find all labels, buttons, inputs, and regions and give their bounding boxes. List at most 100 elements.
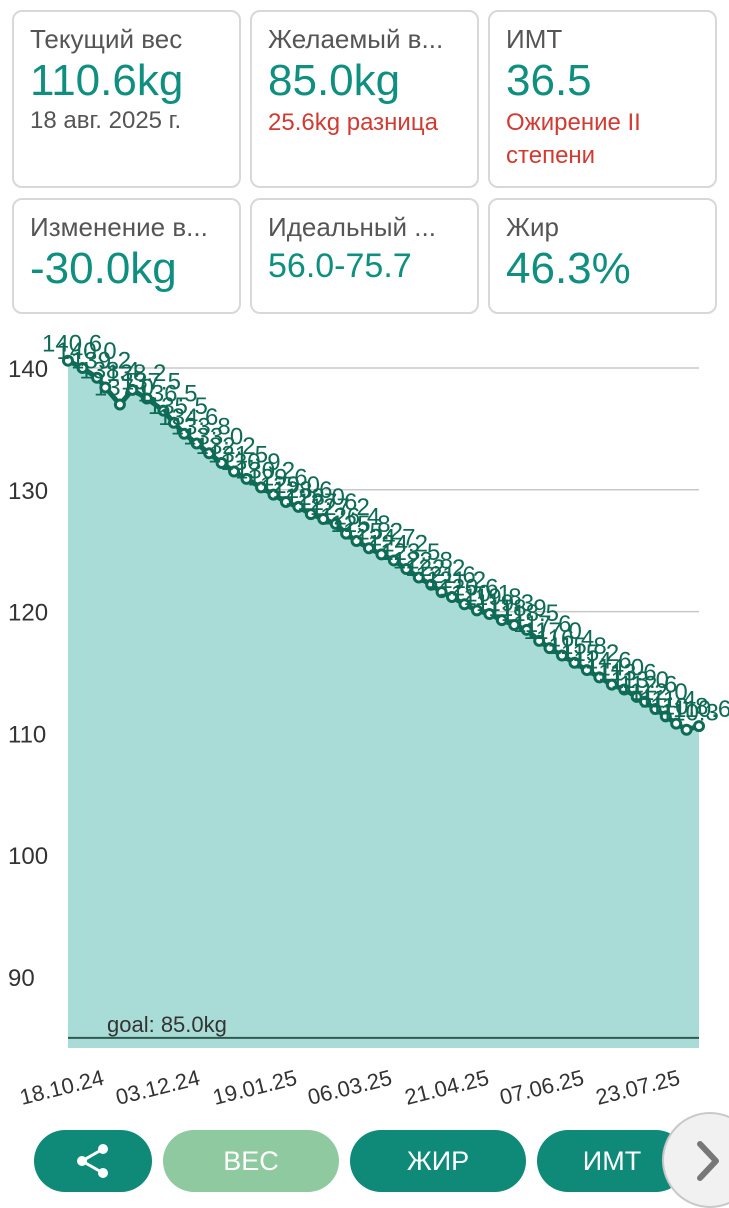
data-point[interactable] — [62, 354, 74, 367]
data-point[interactable] — [329, 517, 342, 530]
data-point[interactable] — [425, 578, 438, 591]
data-point[interactable] — [267, 488, 280, 501]
data-point[interactable] — [126, 383, 139, 396]
data-point[interactable] — [178, 427, 191, 440]
data-point[interactable] — [91, 371, 104, 384]
data-point[interactable] — [362, 542, 375, 555]
data-point[interactable] — [520, 623, 533, 636]
data-point[interactable] — [203, 447, 216, 460]
data-label: 116.4 — [536, 625, 594, 652]
data-point[interactable] — [568, 656, 581, 669]
data-point[interactable] — [445, 590, 458, 603]
target-weight-card[interactable]: Желаемый в... 85.0kg 25.6kg разница — [250, 10, 479, 188]
bmi-tab-label: ИМТ — [582, 1145, 642, 1176]
data-label: 129.0 — [260, 472, 320, 499]
card-value: -30.0kg — [30, 244, 177, 293]
data-point[interactable] — [508, 618, 521, 631]
data-point[interactable] — [190, 437, 203, 450]
data-point[interactable] — [228, 465, 241, 478]
data-point[interactable] — [157, 404, 170, 417]
card-value: 56.0-75.7 — [268, 247, 412, 285]
data-point[interactable] — [458, 598, 471, 611]
data-point[interactable] — [495, 614, 508, 627]
x-tick-label: 23.07.25 — [593, 1065, 682, 1110]
data-point[interactable] — [483, 608, 496, 621]
chevron-right-icon — [697, 1141, 719, 1181]
data-point[interactable] — [659, 710, 672, 723]
weight-tab-button[interactable]: ВЕС — [163, 1130, 339, 1192]
data-point[interactable] — [167, 416, 180, 429]
data-label: 130.9 — [221, 449, 281, 476]
data-point[interactable] — [639, 695, 652, 708]
data-label: 119.8 — [463, 584, 521, 611]
y-tick-label: 140 — [8, 356, 48, 383]
weight-change-card[interactable]: Изменение в... -30.0kg — [12, 198, 241, 314]
data-label: 114.0 — [586, 655, 644, 682]
card-label: Жир — [506, 212, 559, 242]
data-label: 137.5 — [121, 368, 181, 395]
data-point[interactable] — [375, 548, 388, 561]
data-point[interactable] — [680, 723, 693, 736]
card-label: ИМТ — [506, 24, 563, 54]
data-label: 126.4 — [320, 504, 380, 531]
data-label: 138.4 — [79, 357, 139, 384]
data-point[interactable] — [317, 513, 330, 526]
data-point[interactable] — [543, 642, 556, 655]
ideal-weight-card[interactable]: Идеальный ... 56.0-75.7 — [250, 198, 479, 314]
data-point[interactable] — [412, 571, 425, 584]
data-label: 125.8 — [331, 511, 391, 538]
data-point[interactable] — [140, 392, 153, 405]
data-point[interactable] — [279, 495, 292, 508]
weight-chart[interactable]: goal: 85.0kg 140.6140.0139.2138.4137.013… — [0, 318, 729, 1118]
data-point[interactable] — [605, 678, 618, 691]
fat-tab-button[interactable]: ЖИР — [350, 1130, 526, 1192]
data-point[interactable] — [240, 472, 253, 485]
data-label: 129.6 — [247, 465, 307, 492]
data-label: 131.5 — [208, 442, 268, 469]
data-label: 112.6 — [619, 672, 677, 699]
data-label: 120.6 — [438, 574, 498, 601]
data-label: 115.8 — [548, 633, 606, 660]
data-point[interactable] — [470, 604, 483, 617]
current-weight-card[interactable]: Текущий вес 110.6kg 18 авг. 2025 г. — [12, 10, 241, 188]
data-label: 133.0 — [183, 423, 243, 450]
card-label: Текущий вес — [30, 24, 183, 54]
data-point[interactable] — [533, 634, 546, 647]
body-fat-card[interactable]: Жир 46.3% — [488, 198, 717, 314]
data-point[interactable] — [113, 398, 126, 411]
data-label: 115.2 — [561, 640, 619, 667]
x-tick-label: 06.03.25 — [305, 1065, 394, 1110]
data-label: 128.0 — [285, 484, 345, 511]
data-point[interactable] — [693, 720, 705, 733]
data-point[interactable] — [580, 664, 593, 677]
next-button[interactable] — [662, 1112, 729, 1208]
data-point[interactable] — [76, 362, 89, 374]
data-point[interactable] — [387, 554, 400, 567]
data-point[interactable] — [400, 562, 413, 575]
data-point[interactable] — [649, 703, 662, 716]
data-point[interactable] — [255, 481, 268, 494]
data-point[interactable] — [215, 457, 228, 470]
data-label: 118.9 — [488, 595, 546, 622]
data-label: 122.2 — [405, 555, 465, 582]
bmi-card[interactable]: ИМТ 36.5 Ожирение II степени — [488, 10, 717, 188]
data-label: 112.0 — [629, 679, 687, 706]
goal-label: goal: 85.0kg — [107, 1012, 227, 1037]
data-point[interactable] — [292, 500, 305, 513]
data-label: 114.6 — [573, 647, 631, 674]
data-point[interactable] — [99, 381, 112, 394]
data-point[interactable] — [340, 527, 353, 540]
data-label: 120.1 — [451, 580, 511, 607]
data-point[interactable] — [670, 717, 683, 730]
data-point[interactable] — [630, 690, 643, 703]
data-point[interactable] — [350, 534, 363, 547]
data-label: 113.0 — [611, 667, 669, 694]
data-point[interactable] — [593, 671, 606, 684]
card-label: Желаемый в... — [268, 24, 444, 54]
data-point[interactable] — [618, 683, 631, 696]
data-point[interactable] — [435, 586, 448, 599]
card-label: Изменение в... — [30, 212, 208, 242]
share-button[interactable] — [34, 1130, 152, 1192]
data-point[interactable] — [556, 649, 569, 662]
data-point[interactable] — [304, 508, 317, 521]
